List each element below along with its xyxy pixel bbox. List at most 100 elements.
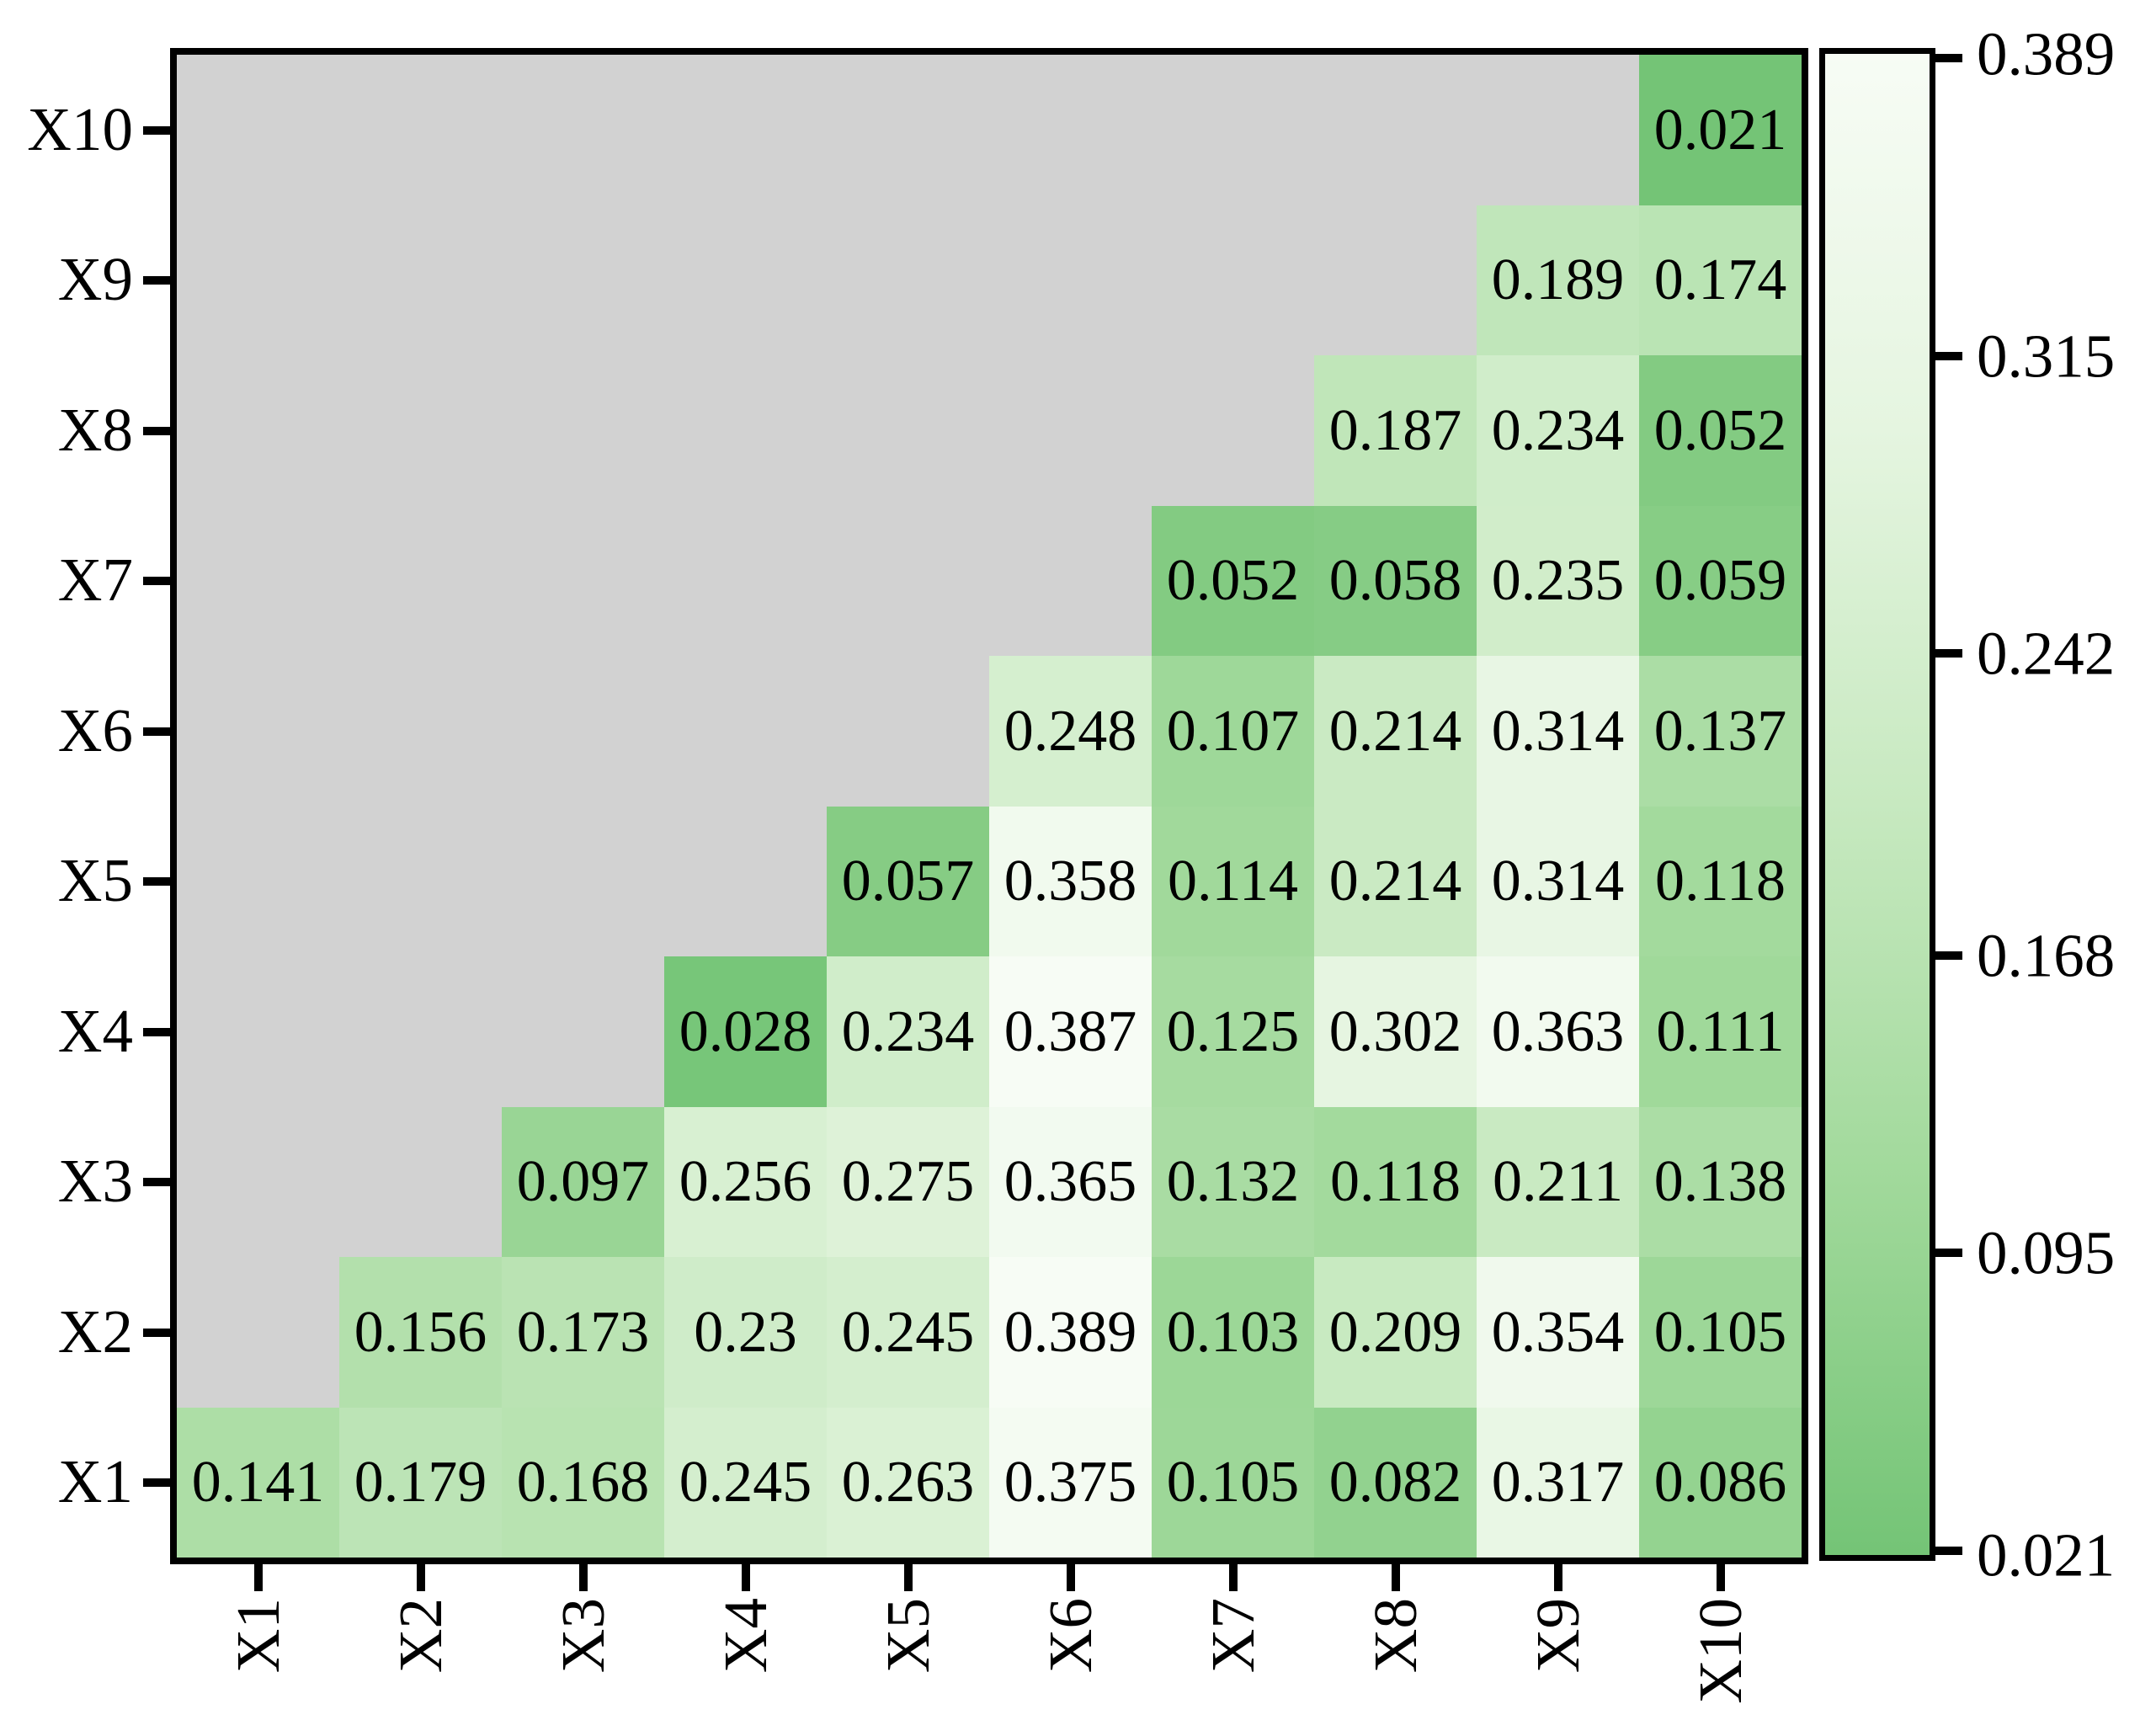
masked-cell (502, 956, 664, 1107)
heatmap-cell: 0.387 (989, 956, 1152, 1107)
y-tick (143, 427, 170, 435)
heatmap-cell: 0.275 (827, 1107, 989, 1257)
cell-value: 0.375 (1003, 1450, 1137, 1515)
y-tick (143, 577, 170, 585)
colorbar-tick-label: 0.095 (1977, 1218, 2116, 1287)
masked-cell (502, 205, 664, 355)
y-tick-label: X5 (57, 846, 133, 915)
cell-value: 0.107 (1166, 698, 1300, 764)
y-tick-label: X7 (57, 546, 133, 615)
cell-value: 0.132 (1166, 1149, 1300, 1214)
y-tick-label: X1 (57, 1447, 133, 1516)
cell-value: 0.245 (841, 1299, 975, 1365)
masked-cell (1314, 205, 1477, 355)
heatmap-plot: 0.021 0.189 0.174 0.187 0.234 0.052 0.052 0.058… (177, 55, 1802, 1558)
cell-value: 0.187 (1328, 397, 1462, 463)
heatmap-cell: 0.354 (1477, 1257, 1639, 1408)
masked-cell (177, 1107, 339, 1257)
y-tick-label: X9 (57, 245, 133, 314)
heatmap-cell: 0.111 (1639, 956, 1802, 1107)
colorbar-tick (1935, 1547, 1962, 1555)
heatmap-cell: 0.173 (502, 1257, 664, 1408)
x-tick (579, 1564, 588, 1591)
heatmap-cell: 0.168 (502, 1408, 664, 1558)
heatmap-cell: 0.156 (339, 1257, 502, 1408)
x-tick-label: X3 (549, 1598, 617, 1674)
heatmap-cell: 0.058 (1314, 506, 1477, 656)
cell-value: 0.179 (354, 1450, 487, 1515)
masked-cell (177, 956, 339, 1107)
heatmap-cell: 0.137 (1639, 656, 1802, 807)
masked-cell (989, 205, 1152, 355)
heatmap-cell: 0.107 (1152, 656, 1314, 807)
masked-cell (502, 55, 664, 205)
x-tick (1554, 1564, 1562, 1591)
y-tick (143, 877, 170, 886)
masked-cell (502, 506, 664, 656)
heatmap-cell: 0.105 (1152, 1408, 1314, 1558)
heatmap-cell: 0.187 (1314, 355, 1477, 506)
masked-cell (827, 506, 989, 656)
y-tick-label: X8 (57, 396, 133, 465)
y-tick (143, 276, 170, 285)
masked-cell (339, 656, 502, 807)
heatmap-cell: 0.302 (1314, 956, 1477, 1107)
colorbar-gradient (1825, 54, 1930, 1555)
cell-value: 0.209 (1328, 1299, 1462, 1365)
heatmap-cell: 0.118 (1314, 1107, 1477, 1257)
heatmap-cell: 0.189 (1477, 205, 1639, 355)
colorbar-tick (1935, 54, 1962, 62)
cell-value: 0.365 (1003, 1149, 1137, 1214)
masked-cell (664, 506, 827, 656)
heatmap-cell: 0.179 (339, 1408, 502, 1558)
heatmap-cell: 0.103 (1152, 1257, 1314, 1408)
x-tick (1392, 1564, 1400, 1591)
cell-value: 0.105 (1653, 1299, 1787, 1365)
cell-value: 0.314 (1491, 698, 1625, 764)
heatmap-cell: 0.234 (827, 956, 989, 1107)
colorbar-tick-label: 0.021 (1977, 1520, 2116, 1590)
cell-value: 0.028 (679, 998, 812, 1064)
y-tick-label: X3 (57, 1147, 133, 1216)
x-tick-label: X7 (1199, 1598, 1267, 1674)
heatmap-cell: 0.23 (664, 1257, 827, 1408)
x-tick-label: X9 (1524, 1598, 1592, 1674)
cell-value: 0.358 (1003, 849, 1137, 913)
masked-cell (502, 807, 664, 956)
x-tick-label: X2 (386, 1598, 455, 1674)
heatmap-cell: 0.314 (1477, 656, 1639, 807)
heatmap-cell: 0.174 (1639, 205, 1802, 355)
cell-value: 0.317 (1491, 1450, 1625, 1515)
masked-cell (339, 1107, 502, 1257)
cell-value: 0.114 (1168, 849, 1298, 913)
masked-cell (827, 205, 989, 355)
y-tick-label: X10 (27, 95, 133, 164)
x-tick (1229, 1564, 1238, 1591)
masked-cell (989, 506, 1152, 656)
x-tick-label: X4 (711, 1598, 780, 1674)
heatmap-cell: 0.256 (664, 1107, 827, 1257)
masked-cell (989, 355, 1152, 506)
cell-value: 0.387 (1003, 998, 1137, 1064)
heatmap-cell: 0.057 (827, 807, 989, 956)
masked-cell (177, 205, 339, 355)
cell-value: 0.263 (841, 1450, 975, 1515)
cell-value: 0.189 (1491, 248, 1625, 312)
masked-cell (664, 656, 827, 807)
x-tick (1067, 1564, 1075, 1591)
heatmap-cell: 0.059 (1639, 506, 1802, 656)
y-tick (143, 1028, 170, 1036)
heatmap-cell: 0.389 (989, 1257, 1152, 1408)
cell-value: 0.052 (1166, 548, 1300, 613)
cell-value: 0.138 (1653, 1149, 1787, 1214)
y-tick (143, 727, 170, 736)
x-tick (1717, 1564, 1725, 1591)
masked-cell (339, 807, 502, 956)
heatmap-cell: 0.363 (1477, 956, 1639, 1107)
cell-value: 0.082 (1328, 1450, 1462, 1515)
x-tick (417, 1564, 425, 1591)
x-tick (742, 1564, 750, 1591)
x-tick-label: X1 (224, 1598, 292, 1674)
heatmap-cell: 0.365 (989, 1107, 1152, 1257)
